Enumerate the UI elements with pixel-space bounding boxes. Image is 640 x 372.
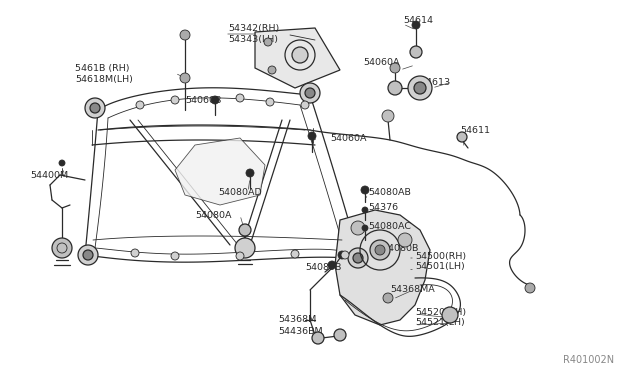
- Text: 5461B (RH): 5461B (RH): [75, 64, 129, 73]
- Ellipse shape: [180, 30, 190, 40]
- Text: 54614: 54614: [403, 16, 433, 25]
- Ellipse shape: [305, 88, 315, 98]
- Ellipse shape: [236, 252, 244, 260]
- Ellipse shape: [131, 249, 139, 257]
- Ellipse shape: [266, 98, 274, 106]
- Text: 54521(LH): 54521(LH): [415, 318, 465, 327]
- Ellipse shape: [362, 225, 368, 231]
- Ellipse shape: [382, 110, 394, 122]
- Text: 54060B: 54060B: [185, 96, 221, 105]
- Ellipse shape: [383, 293, 393, 303]
- Ellipse shape: [90, 103, 100, 113]
- Ellipse shape: [312, 332, 324, 344]
- Ellipse shape: [291, 250, 299, 258]
- Text: 54613: 54613: [420, 77, 450, 87]
- Text: 54611: 54611: [460, 125, 490, 135]
- Ellipse shape: [370, 240, 390, 260]
- Ellipse shape: [300, 83, 320, 103]
- Ellipse shape: [388, 81, 402, 95]
- Ellipse shape: [351, 221, 365, 235]
- Polygon shape: [175, 138, 265, 205]
- Ellipse shape: [171, 252, 179, 260]
- Ellipse shape: [236, 94, 244, 102]
- Ellipse shape: [525, 283, 535, 293]
- Ellipse shape: [59, 160, 65, 166]
- Ellipse shape: [239, 224, 251, 236]
- Ellipse shape: [414, 82, 426, 94]
- Text: 54368MA: 54368MA: [390, 285, 435, 295]
- Ellipse shape: [246, 169, 254, 177]
- Polygon shape: [255, 28, 340, 88]
- Ellipse shape: [171, 96, 179, 104]
- Ellipse shape: [78, 245, 98, 265]
- Text: 54368M: 54368M: [278, 315, 316, 324]
- Ellipse shape: [361, 186, 369, 194]
- Ellipse shape: [264, 38, 272, 46]
- Ellipse shape: [410, 46, 422, 58]
- Ellipse shape: [308, 132, 316, 140]
- Text: 54080A: 54080A: [195, 211, 232, 219]
- Ellipse shape: [292, 47, 308, 63]
- Ellipse shape: [375, 245, 385, 255]
- Ellipse shape: [398, 233, 412, 247]
- Ellipse shape: [338, 251, 346, 259]
- Polygon shape: [335, 210, 430, 325]
- Ellipse shape: [328, 261, 336, 269]
- Ellipse shape: [301, 101, 309, 109]
- Ellipse shape: [211, 96, 219, 104]
- Text: R401002N: R401002N: [563, 355, 614, 365]
- Ellipse shape: [348, 248, 368, 268]
- Ellipse shape: [268, 66, 276, 74]
- Text: 54060A: 54060A: [363, 58, 399, 67]
- Text: 54080AD: 54080AD: [218, 187, 262, 196]
- Text: 54060A: 54060A: [330, 134, 367, 142]
- Ellipse shape: [362, 207, 368, 213]
- Ellipse shape: [412, 21, 420, 29]
- Ellipse shape: [52, 238, 72, 258]
- Ellipse shape: [180, 73, 190, 83]
- Ellipse shape: [235, 238, 255, 258]
- Ellipse shape: [85, 98, 105, 118]
- Ellipse shape: [83, 250, 93, 260]
- Text: 54618M(LH): 54618M(LH): [75, 74, 133, 83]
- Text: 54376: 54376: [368, 202, 398, 212]
- Ellipse shape: [341, 251, 349, 259]
- Text: 54342(RH): 54342(RH): [228, 23, 279, 32]
- Text: 54080AB: 54080AB: [368, 187, 411, 196]
- Ellipse shape: [353, 253, 363, 263]
- Ellipse shape: [390, 63, 400, 73]
- Text: 54080B: 54080B: [305, 263, 341, 273]
- Text: 54501(LH): 54501(LH): [415, 263, 465, 272]
- Ellipse shape: [408, 76, 432, 100]
- Text: 54436BM: 54436BM: [278, 327, 323, 337]
- Ellipse shape: [457, 132, 467, 142]
- Text: 54520(RH): 54520(RH): [415, 308, 466, 317]
- Text: 54343(LH): 54343(LH): [228, 35, 278, 44]
- Text: 54080AC: 54080AC: [368, 221, 411, 231]
- Ellipse shape: [334, 329, 346, 341]
- Text: 54400M: 54400M: [30, 170, 68, 180]
- Ellipse shape: [442, 307, 458, 323]
- Ellipse shape: [136, 101, 144, 109]
- Text: 54080B: 54080B: [382, 244, 419, 253]
- Text: 54500(RH): 54500(RH): [415, 251, 466, 260]
